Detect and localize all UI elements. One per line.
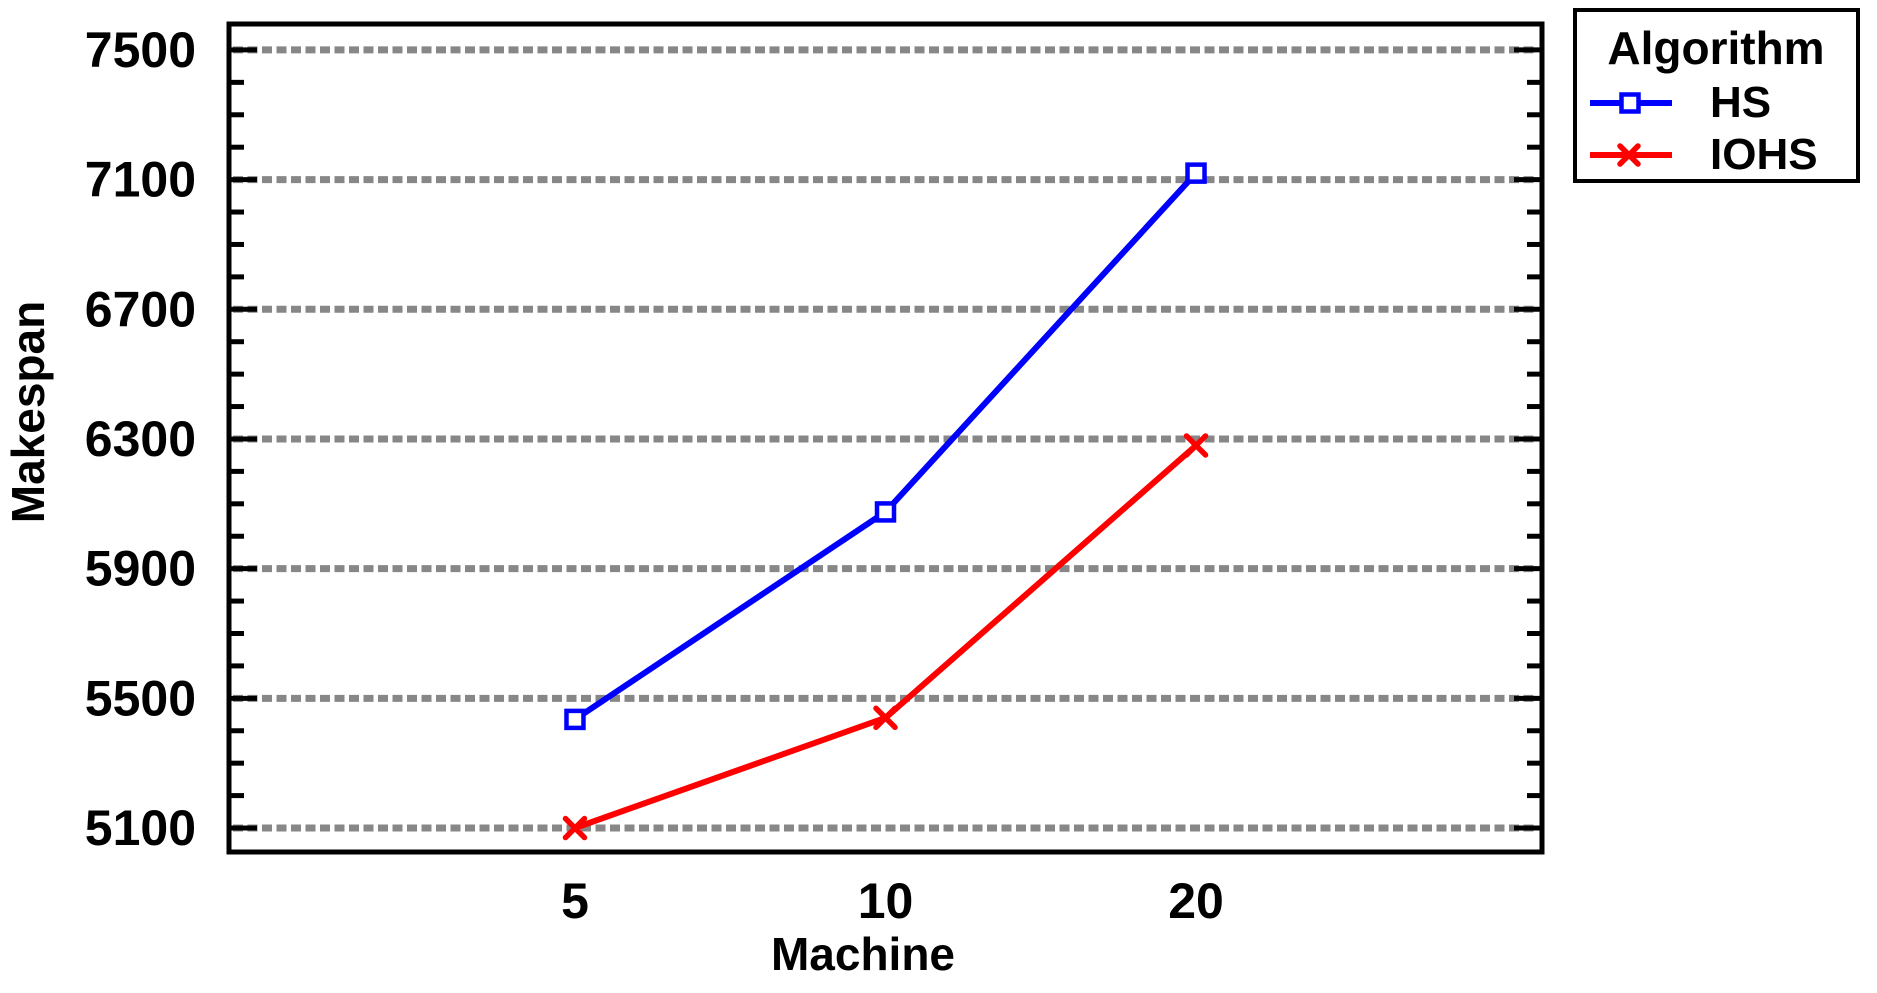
gridlines (233, 46, 1538, 832)
marker-x-icon (1183, 433, 1209, 458)
marker-x-icon (562, 815, 588, 841)
data-series (562, 162, 1209, 841)
y-axis-title: Makespan (2, 301, 54, 523)
legend-marker-square-icon (1619, 92, 1641, 114)
series-hs (564, 162, 1207, 731)
legend-label-hs: HS (1710, 78, 1771, 127)
marker-square-icon (1185, 162, 1207, 184)
x-tick-label: 20 (1168, 873, 1224, 929)
plot-frame (226, 21, 1545, 855)
series-iohs (562, 433, 1209, 841)
y-tick-label: 7500 (85, 22, 196, 78)
y-tick-label: 6300 (85, 411, 196, 467)
marker-square-icon (874, 501, 897, 523)
legend-entry-iohs: IOHS (1590, 130, 1818, 179)
marker-x-icon (873, 705, 898, 731)
legend-marker-x-icon (1617, 143, 1641, 167)
x-tick-labels: 5 10 20 (561, 873, 1224, 929)
y-tick-label: 7100 (85, 152, 196, 208)
legend-entry-hs: HS (1590, 78, 1771, 127)
legend-label-iohs: IOHS (1710, 130, 1818, 179)
y-tick-label: 5100 (85, 800, 196, 856)
legend: Algorithm HS IOHS (1573, 8, 1860, 183)
y-tick-label: 5500 (85, 670, 196, 726)
y-tick-labels: 5100 5500 5900 6300 6700 7100 7500 (85, 22, 196, 856)
y-tick-label: 6700 (85, 281, 196, 337)
x-tick-label: 10 (858, 873, 914, 929)
y-tick-label: 5900 (85, 541, 196, 597)
x-axis-title: Machine (771, 928, 955, 980)
x-tick-label: 5 (561, 873, 589, 929)
marker-square-icon (564, 708, 586, 731)
series-line (573, 171, 1199, 722)
legend-title: Algorithm (1607, 22, 1824, 74)
